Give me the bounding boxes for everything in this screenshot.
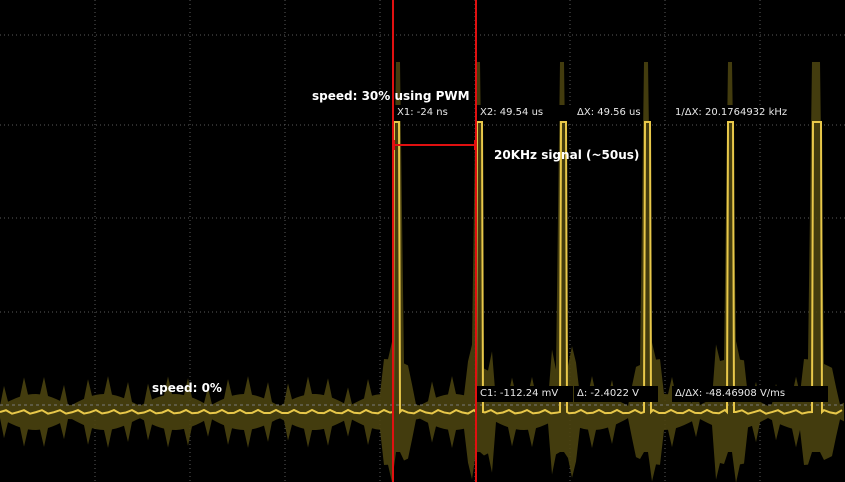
cursor-x1-readout: X1: -24 ns (394, 105, 451, 121)
slope-readout: Δ/ΔX: -48.46908 V/ms (672, 386, 828, 402)
pwm-annotation: speed: 30% using PWM (312, 89, 470, 103)
cursor-c1-readout: C1: -112.24 mV (477, 386, 573, 402)
signal-annotation: 20KHz signal (~50us) (494, 148, 640, 162)
delta-x-readout: ΔX: 49.56 us (574, 105, 642, 121)
waveform-envelope (0, 62, 844, 482)
idle-annotation: speed: 0% (152, 381, 222, 395)
cursor-x2-readout: X2: 49.54 us (477, 105, 573, 121)
period-marker (393, 140, 476, 150)
delta-y-readout: Δ: -2.4022 V (574, 386, 658, 402)
signal-trace (0, 121, 843, 415)
inverse-delta-x-readout: 1/ΔX: 20.1764932 kHz (672, 105, 808, 121)
